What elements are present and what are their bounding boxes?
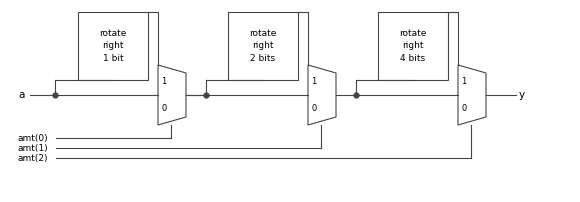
Bar	[78, 12, 148, 80]
Text: amt(0): amt(0)	[18, 134, 49, 142]
Text: rotate
right
1 bit: rotate right 1 bit	[99, 29, 126, 63]
Text: amt(1): amt(1)	[18, 143, 49, 153]
Polygon shape	[158, 65, 186, 125]
Text: amt(2): amt(2)	[18, 154, 49, 162]
Text: a: a	[19, 90, 25, 100]
Bar	[228, 12, 298, 80]
Polygon shape	[308, 65, 336, 125]
Text: 1: 1	[311, 77, 316, 86]
Text: 1: 1	[161, 77, 166, 86]
Text: 1: 1	[461, 77, 466, 86]
Text: rotate
right
4 bits: rotate right 4 bits	[399, 29, 427, 63]
Text: 0: 0	[161, 104, 166, 113]
Bar	[378, 12, 448, 80]
Text: rotate
right
2 bits: rotate right 2 bits	[249, 29, 277, 63]
Text: 0: 0	[461, 104, 466, 113]
Text: 0: 0	[311, 104, 316, 113]
Text: y: y	[519, 90, 525, 100]
Polygon shape	[458, 65, 486, 125]
